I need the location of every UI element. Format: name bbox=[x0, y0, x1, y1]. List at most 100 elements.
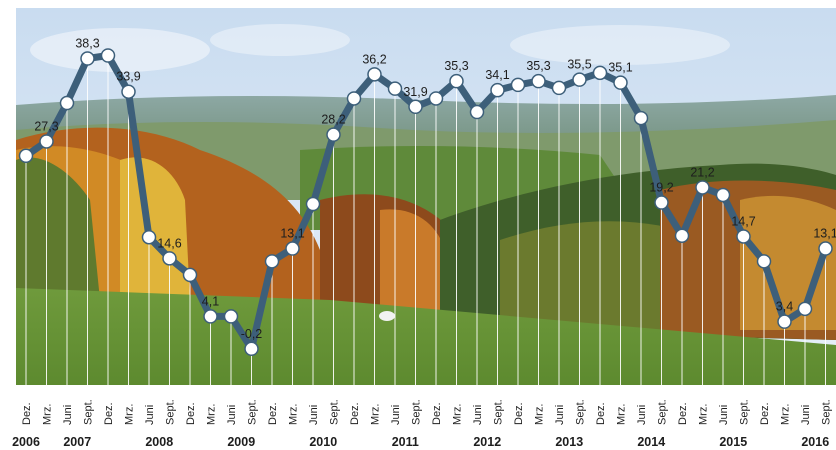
data-point bbox=[551, 80, 567, 96]
year-label: 2007 bbox=[63, 435, 91, 449]
x-tick-label: Mrz. bbox=[206, 404, 218, 425]
data-point bbox=[572, 72, 587, 87]
data-point bbox=[162, 251, 177, 266]
x-tick-label: Mrz. bbox=[288, 404, 300, 425]
data-markers bbox=[18, 48, 833, 357]
year-label: 2010 bbox=[309, 435, 337, 449]
year-labels: 2006 2007 2008 2009 2010 2011 2012 2013 2014 2015… bbox=[12, 435, 829, 449]
data-point bbox=[408, 99, 423, 115]
data-label: 31,9 bbox=[403, 85, 427, 99]
data-label: 35,3 bbox=[444, 59, 468, 73]
x-tick-label: Dez. bbox=[759, 402, 771, 425]
x-tick-label: Juni bbox=[62, 405, 74, 425]
data-label: 27,3 bbox=[34, 119, 58, 133]
data-label: 28,2 bbox=[321, 113, 345, 127]
data-point bbox=[777, 314, 792, 329]
data-point bbox=[633, 110, 649, 126]
data-label: 36,2 bbox=[362, 52, 386, 66]
data-point bbox=[756, 254, 772, 269]
vertical-gridlines bbox=[25, 55, 826, 385]
x-tick-label: Mrz. bbox=[780, 404, 792, 425]
year-label: 2016 bbox=[801, 435, 829, 449]
year-label: 2006 bbox=[12, 435, 40, 449]
x-tick-label: Juni bbox=[718, 405, 730, 425]
x-tick-label: Mrz. bbox=[616, 404, 628, 425]
x-tick-label: Juni bbox=[636, 405, 648, 425]
x-tick-label: Mrz. bbox=[124, 404, 136, 425]
data-point bbox=[797, 301, 813, 317]
x-tick-label: Mrz. bbox=[534, 404, 546, 425]
data-point bbox=[818, 241, 833, 256]
x-tick-label: Dez. bbox=[431, 402, 443, 425]
data-point bbox=[141, 229, 157, 245]
data-label: 38,3 bbox=[75, 37, 99, 51]
x-tick-label: Mrz. bbox=[42, 404, 54, 425]
data-label: 35,3 bbox=[526, 59, 550, 73]
x-tick-label: Dez. bbox=[677, 402, 689, 425]
data-label: 35,1 bbox=[608, 61, 632, 75]
data-point bbox=[367, 67, 382, 82]
data-point bbox=[80, 51, 95, 66]
data-label: 35,5 bbox=[567, 58, 591, 72]
data-point bbox=[715, 187, 731, 203]
year-label: 2008 bbox=[145, 435, 173, 449]
data-point bbox=[223, 309, 239, 324]
data-point bbox=[654, 195, 669, 210]
data-point bbox=[18, 148, 34, 164]
data-point bbox=[531, 73, 546, 89]
x-tick-label: Dez. bbox=[267, 402, 279, 425]
x-tick-label: Dez. bbox=[349, 402, 361, 425]
x-tick-label: Juni bbox=[554, 405, 566, 425]
data-label: 34,1 bbox=[485, 68, 509, 82]
x-tick-label: Sept. bbox=[411, 399, 423, 425]
data-label: 3,4 bbox=[776, 300, 793, 314]
data-point bbox=[674, 228, 690, 243]
x-tick-label: Juni bbox=[308, 405, 320, 425]
data-point bbox=[59, 95, 75, 111]
year-label: 2015 bbox=[719, 435, 747, 449]
data-point bbox=[695, 180, 710, 195]
x-tick-label: Sept. bbox=[247, 399, 259, 425]
data-point bbox=[510, 77, 526, 93]
data-point bbox=[264, 254, 280, 269]
data-label: 13,1 bbox=[280, 227, 304, 241]
data-point bbox=[305, 196, 321, 212]
x-tick-label: Juni bbox=[144, 405, 156, 425]
x-tick-label: Sept. bbox=[165, 399, 177, 425]
data-point bbox=[182, 267, 198, 283]
x-tick-labels: Dez. Mrz. Juni Sept. Dez. Mrz. Juni Sept. Dez. Mr… bbox=[21, 399, 833, 425]
data-point bbox=[100, 48, 116, 63]
x-tick-label: Juni bbox=[226, 405, 238, 425]
x-tick-label: Juni bbox=[472, 405, 484, 425]
data-point bbox=[39, 134, 54, 149]
data-label: 13,1 bbox=[813, 227, 836, 241]
data-label: 21,2 bbox=[690, 165, 714, 179]
data-point bbox=[326, 127, 341, 142]
data-label: 14,7 bbox=[731, 214, 755, 228]
data-point bbox=[428, 91, 444, 106]
background-photo bbox=[16, 8, 836, 385]
series-line bbox=[22, 52, 829, 353]
data-label: 33,9 bbox=[116, 70, 140, 84]
x-tick-label: Dez. bbox=[103, 402, 115, 425]
data-point bbox=[592, 65, 608, 81]
x-tick-label: Sept. bbox=[329, 399, 341, 425]
year-label: 2009 bbox=[227, 435, 255, 449]
data-point bbox=[736, 229, 751, 244]
data-label: 4,1 bbox=[202, 294, 219, 308]
year-label: 2014 bbox=[637, 435, 665, 449]
x-tick-label: Dez. bbox=[185, 402, 197, 425]
year-label: 2012 bbox=[473, 435, 501, 449]
year-label: 2013 bbox=[555, 435, 583, 449]
x-tick-label: Sept. bbox=[739, 399, 751, 425]
data-point bbox=[387, 81, 403, 96]
data-point bbox=[203, 309, 218, 324]
x-tick-label: Dez. bbox=[595, 402, 607, 425]
data-point bbox=[490, 82, 505, 98]
x-tick-label: Sept. bbox=[493, 399, 505, 425]
x-tick-label: Mrz. bbox=[698, 404, 710, 425]
data-point bbox=[121, 84, 136, 99]
data-point bbox=[346, 91, 362, 106]
